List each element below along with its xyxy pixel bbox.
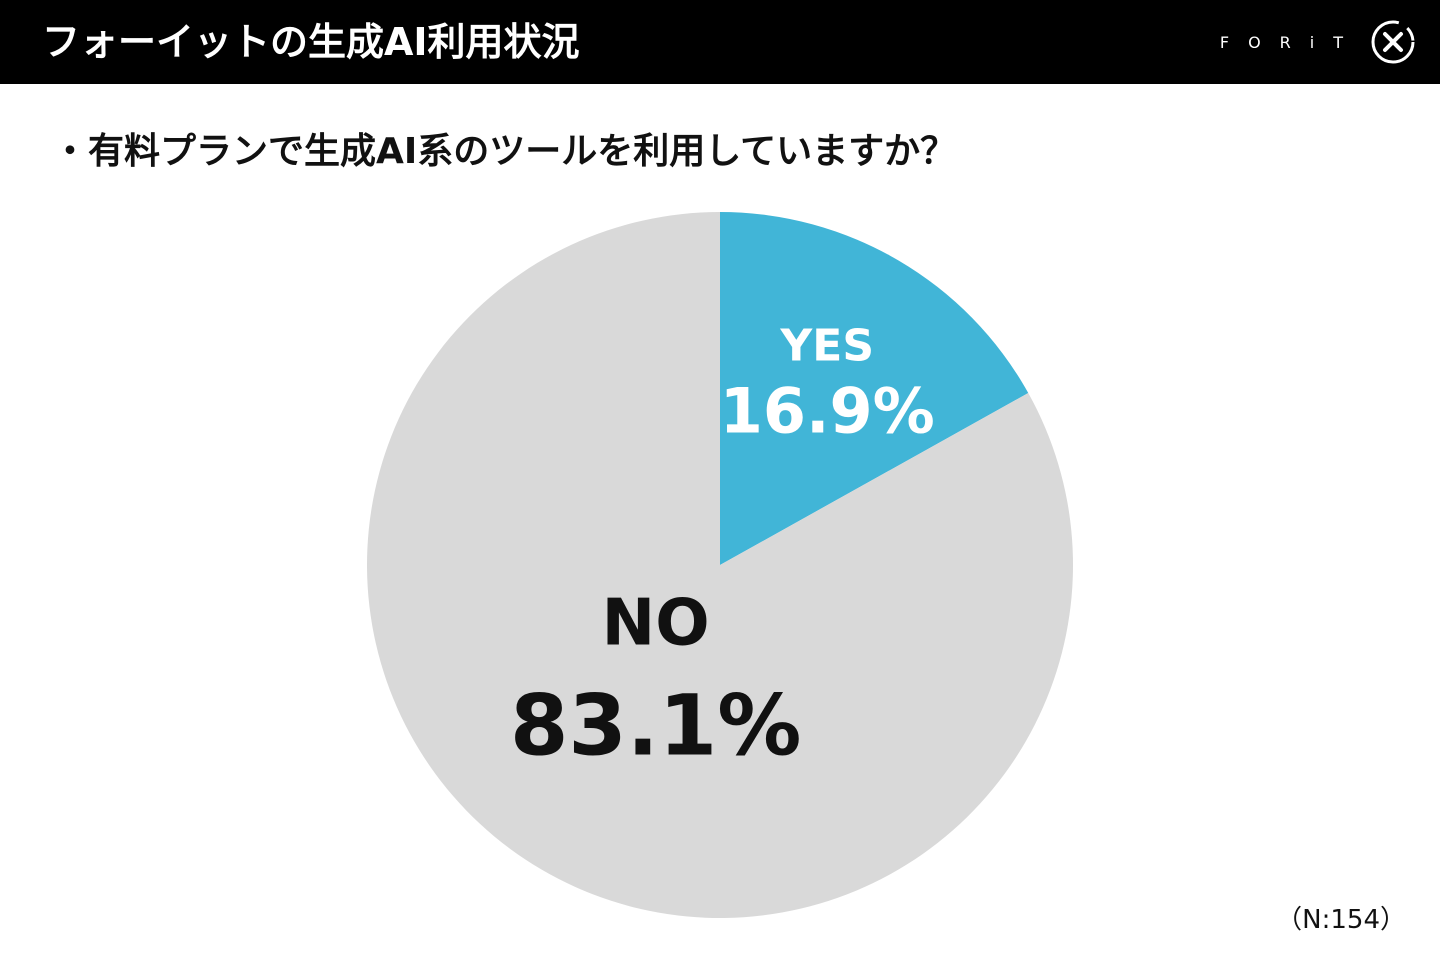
brand-name: FORiT bbox=[1219, 32, 1362, 52]
pie-label-category-yes: YES bbox=[779, 320, 874, 371]
pie-slices bbox=[366, 212, 1073, 918]
page-title: フォーイットの生成AI利用状況 bbox=[42, 20, 580, 64]
brand: FORiT bbox=[1220, 18, 1416, 66]
pie-slice-no bbox=[366, 212, 1073, 918]
header-bar: フォーイットの生成AI利用状況 FORiT bbox=[0, 0, 1440, 84]
pie-slice-yes bbox=[720, 212, 1029, 565]
pie-label-value-yes: 16.9% bbox=[720, 374, 935, 447]
sample-size-note: （N:154） bbox=[1276, 905, 1406, 935]
forit-x-circle-icon bbox=[1371, 20, 1415, 64]
pie-label-value-no: 83.1% bbox=[510, 677, 801, 775]
pie-label-category-no: NO bbox=[602, 587, 710, 661]
survey-question: ・有料プランで生成AI系のツールを利用していますか？ bbox=[52, 131, 957, 172]
